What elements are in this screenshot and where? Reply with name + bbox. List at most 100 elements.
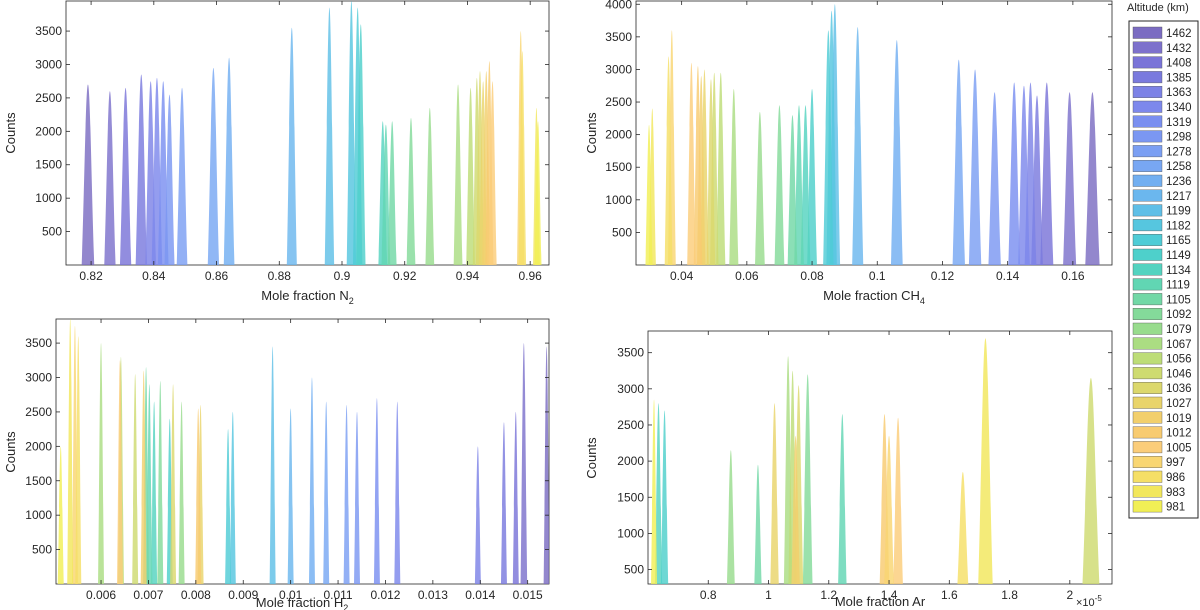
y-tick-label-ar: 1500 [617,490,644,504]
x-tick-label-h2: 0.014 [465,588,495,602]
legend-swatch-1258 [1132,159,1163,172]
y-tick-label-n2: 3500 [35,24,62,38]
legend-label-997: 997 [1166,457,1185,469]
legend-label-1149: 1149 [1166,250,1191,262]
y-tick-label-ch4: 1000 [605,193,632,207]
peak-ch4-1319 [1008,82,1021,265]
x-tick-label-h2: 0.01 [279,588,303,602]
legend-title: Altitude (km) [1127,2,1189,14]
peak-ch4-981 [645,124,653,265]
x-tick-label-ch4: 0.12 [931,269,955,283]
legend-label-1432: 1432 [1166,43,1192,55]
legend-label-1005: 1005 [1166,442,1192,454]
peak-n2-1432 [104,91,116,265]
peak-n2-1079 [425,107,435,265]
legend-label-1105: 1105 [1166,294,1191,306]
peaks-ar [651,338,1100,584]
x-axis-label-h2: Mole fraction H2 [256,595,348,610]
legend-swatch-981 [1132,500,1163,513]
peak-ar-1119 [838,414,847,584]
peak-h2-1319 [373,398,380,584]
y-tick-label-h2: 3000 [25,371,52,385]
y-tick-label-ar: 2500 [617,418,644,432]
peak-ar-1027 [770,403,779,584]
peak-h2-1005 [116,360,123,584]
legend-label-1019: 1019 [1166,413,1192,425]
peak-ch4-1056 [716,72,726,265]
peak-ar-986 [957,471,969,584]
legend-swatch-1027 [1132,396,1163,409]
peak-h2-1182 [229,411,236,584]
peak-ar-981 [651,399,658,584]
legend-swatch-1199 [1132,204,1163,217]
peak-ch4-1462 [1085,92,1100,265]
y-tick-label-ar: 500 [624,563,644,577]
panel-ch4: 0.04 0.06 0.08 0.1 0.12 0.14 0.16 500 1000 1500 2… [584,0,1113,306]
legend-swatch-1462 [1132,26,1163,39]
x-axis-label-ar: Mole fraction Ar [835,594,926,609]
legend-label-1217: 1217 [1166,191,1192,203]
peak-ch4-1134 [800,105,811,265]
peaks-ch4 [645,4,1100,265]
y-tick-label-n2: 1500 [35,158,62,172]
y-ticks-h2: 500 1000 1500 2000 2500 3000 3500 [25,336,549,557]
peak-ar-983 [978,338,993,584]
peak-h2-986 [75,336,82,584]
legend-swatch-1165 [1132,233,1163,246]
x-ticks-ch4: 0.04 0.06 0.08 0.1 0.12 0.14 0.16 [670,1,1085,283]
peak-ch4-1105 [787,115,798,265]
x-tick-label-ch4: 0.14 [996,269,1020,283]
legend-swatch-1119 [1132,278,1163,291]
legend-label-1119: 1119 [1166,280,1190,292]
peak-ar-1046 [1082,377,1100,584]
legend-label-1236: 1236 [1166,176,1192,188]
x-ticks-n2: 0.82 0.84 0.86 0.88 0.9 0.92 0.94 0.96 [79,1,542,283]
legend-swatch-1278 [1132,145,1163,158]
y-tick-label-ar: 3000 [617,382,644,396]
legend-swatch-1134 [1132,263,1163,276]
legend-label-1056: 1056 [1166,354,1192,366]
panel-h2: 0.006 0.007 0.008 0.009 0.01 0.011 0.012 0.013 0… [3,318,550,610]
y-tick-label-h2: 2000 [25,439,52,453]
y-axis-label-h2: Counts [3,431,18,473]
peak-ch4-1036 [706,79,716,265]
peak-h2-1199 [269,346,276,584]
peak-h2-1046 [132,374,139,584]
y-tick-label-h2: 2500 [25,405,52,419]
peak-h2-1236 [308,377,315,584]
legend-swatch-1298 [1132,130,1163,143]
legend-swatch-1408 [1132,56,1163,69]
peak-n2-1236 [223,57,235,265]
peak-n2-1105 [387,121,397,265]
peak-ch4-1217 [852,27,864,265]
y-tick-label-ar: 2000 [617,454,644,468]
x-tick-label-n2: 0.9 [334,269,351,283]
legend-label-983: 983 [1166,487,1185,499]
legend-label-1278: 1278 [1166,146,1192,158]
x-tick-label-n2: 0.86 [205,269,229,283]
y-tick-label-n2: 500 [42,225,62,239]
legend-swatch-1385 [1132,71,1163,84]
legend-swatch-1092 [1132,308,1163,320]
x-tick-label-h2: 0.008 [181,588,211,602]
legend-label-1462: 1462 [1166,28,1192,40]
peaks-h2 [57,319,549,584]
peak-ch4-1298 [988,92,1001,265]
panel-ar: 0.8 1 1.2 1.4 1.6 1.8 2 500 1000 1500 2000 2500 300… [584,330,1113,609]
peak-ch4-1258 [952,59,965,265]
x-tick-label-ar: 1.2 [820,588,837,602]
x-axis-label-ch4: Mole fraction CH4 [823,288,925,306]
legend-swatch-1319 [1132,115,1163,128]
y-tick-label-ch4: 2000 [605,128,632,142]
x-tick-label-n2: 0.94 [456,269,480,283]
peak-ch4-1408 [1040,82,1054,265]
legend-label-1036: 1036 [1166,383,1192,395]
y-tick-label-ar: 1000 [617,526,644,540]
y-tick-label-ch4: 3000 [605,62,632,76]
legend-label-1012: 1012 [1166,428,1192,440]
peak-h2-1217 [287,408,294,584]
peak-n2-981 [534,121,542,265]
panel-n2: 0.82 0.84 0.86 0.88 0.9 0.92 0.94 0.96 500 1000 1… [3,0,550,306]
x-axis-label-n2: Mole fraction N2 [261,288,353,306]
x-ticks-ar: 0.8 1 1.2 1.4 1.6 1.8 2 [700,331,1073,602]
